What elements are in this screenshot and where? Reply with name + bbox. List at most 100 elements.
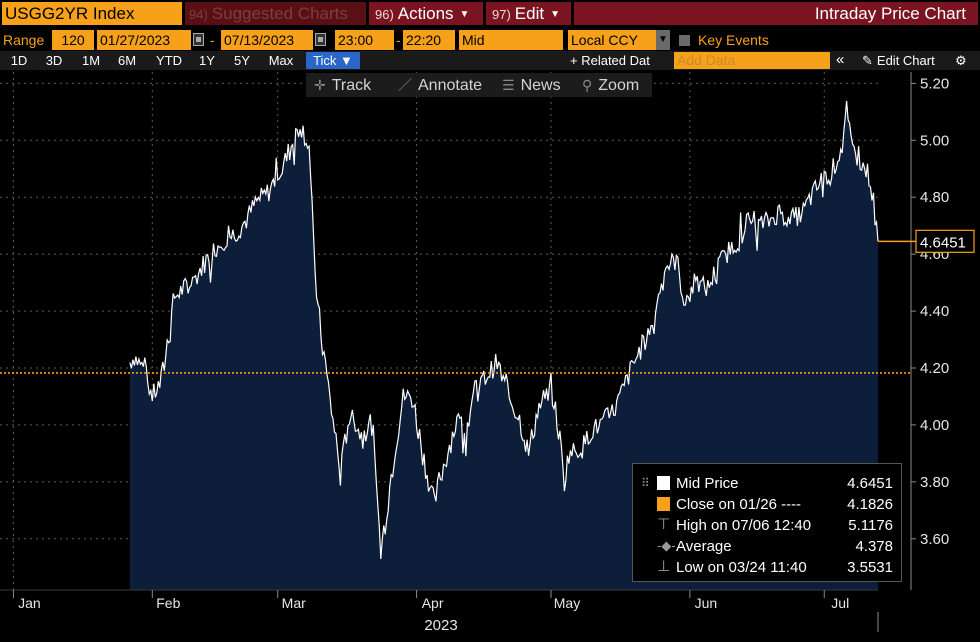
top-menu-bar: USGG2YR Index 94) Suggested Charts 96) Act… [0, 0, 980, 27]
news-list-icon: ☰ [502, 77, 515, 93]
legend-row-close[interactable]: Close on 01/26 ---- 4.1826 [633, 494, 901, 515]
timeframe-tick[interactable]: Tick ▼ [306, 52, 360, 69]
x-tick-label: Feb [156, 595, 180, 611]
edit-number: 97) [492, 7, 511, 22]
y-tick-label: 3.60 [920, 531, 949, 548]
zoom-tool[interactable]: ⚲ Zoom [582, 75, 639, 95]
suggested-charts-number: 94) [189, 7, 208, 22]
timeframe-5y[interactable]: 5Y [234, 53, 250, 68]
y-tick-label: 5.00 [920, 132, 949, 149]
suggested-charts-button[interactable]: 94) Suggested Charts [185, 2, 366, 25]
chart-legend[interactable]: ⠿ Mid Price 4.6451 Close on 01/26 ---- 4… [632, 463, 902, 582]
x-tick-label: Jun [695, 595, 718, 611]
ticker-field[interactable]: USGG2YR Index [2, 2, 182, 25]
start-calendar-icon[interactable] [193, 33, 204, 46]
timeframe-1y[interactable]: 1Y [199, 53, 215, 68]
legend-row-average[interactable]: -◆- Average 4.378 [633, 536, 901, 557]
legend-value: 3.5531 [847, 559, 893, 576]
timeframe-3d[interactable]: 3D [45, 53, 63, 68]
y-tick-label: 4.40 [920, 303, 949, 320]
y-tick-label: 3.80 [920, 474, 949, 491]
timeframe-1m[interactable]: 1M [81, 53, 101, 68]
low-marker-icon: ⊥ [657, 558, 671, 575]
currency-select[interactable]: Local CCY [568, 30, 656, 50]
legend-value: 4.1826 [847, 496, 893, 513]
annotate-label: Annotate [418, 77, 483, 94]
legend-value: 4.378 [855, 538, 893, 555]
related-data-button[interactable]: + Related Dat [570, 53, 650, 68]
actions-label: Actions [397, 4, 454, 23]
y-axis-ticks: 3.603.804.004.204.404.604.805.005.20 [911, 75, 949, 548]
edit-chart-button[interactable]: ✎ Edit Chart [862, 52, 935, 69]
news-tool[interactable]: ☰ News [502, 75, 561, 95]
last-price-box [915, 229, 975, 253]
timeframe-ytd[interactable]: YTD [156, 53, 182, 68]
range-field[interactable]: 120 [52, 30, 94, 50]
key-events-checkbox[interactable] [679, 35, 690, 46]
track-label: Track [331, 77, 372, 94]
start-date-field[interactable]: 01/27/2023 [97, 30, 191, 50]
last-price-label: 4.6451 [920, 234, 966, 251]
pencil-icon: ✎ [862, 53, 873, 68]
add-data-input[interactable]: Add Data [674, 52, 830, 69]
start-time-field[interactable]: 23:00 [335, 30, 394, 50]
average-marker-icon: -◆- [657, 538, 676, 553]
range-label: Range [3, 32, 45, 48]
y-tick-label: 4.20 [920, 360, 949, 377]
edit-chart-label: Edit Chart [876, 53, 935, 68]
annotate-tool[interactable]: ／ Annotate [398, 75, 482, 95]
x-tick-label: Jul [831, 595, 849, 611]
timeframe-6m[interactable]: 6M [117, 53, 137, 68]
actions-caret-icon: ▼ [459, 9, 470, 20]
annotate-pen-icon: ／ [398, 77, 412, 93]
edit-menu-button[interactable]: 97) Edit ▼ [486, 2, 571, 25]
zoom-label: Zoom [598, 77, 640, 94]
white-square-icon [657, 476, 670, 490]
collapse-icon[interactable]: « [836, 51, 845, 68]
timeframe-bar: 1D 3D 1M 6M YTD 1Y 5Y Max Tick ▼ + Relat… [0, 51, 980, 70]
price-line [129, 100, 879, 560]
x-tick-label: Jan [18, 595, 41, 611]
y-tick-label: 5.20 [920, 75, 949, 92]
legend-label: Average [676, 538, 732, 555]
x-axis-year-label: 2023 [424, 617, 457, 634]
end-calendar-icon[interactable] [315, 33, 326, 46]
legend-row-low[interactable]: ⊥ Low on 03/24 11:40 3.5531 [633, 557, 901, 578]
crosshair-icon: ✛ [314, 77, 326, 93]
orange-square-icon [657, 497, 670, 511]
timeframe-1d[interactable]: 1D [10, 53, 28, 68]
page-title: Intraday Price Chart [574, 2, 978, 25]
drag-handle-icon[interactable]: ⠿ [641, 476, 650, 490]
timeframe-max[interactable]: Max [268, 53, 294, 68]
legend-label: Low on 03/24 11:40 [676, 559, 807, 576]
x-tick-label: May [554, 595, 580, 611]
currency-dropdown-icon[interactable]: ▼ [656, 30, 670, 50]
legend-value: 4.6451 [847, 475, 893, 492]
legend-label: Close on 01/26 ---- [676, 496, 802, 513]
range-controls: Range 120 01/27/2023 - 07/13/2023 23:00 … [0, 30, 980, 50]
legend-label: Mid Price [676, 475, 739, 492]
end-date-field[interactable]: 07/13/2023 [221, 30, 313, 50]
legend-row-mid-price[interactable]: ⠿ Mid Price 4.6451 [633, 473, 901, 494]
price-type-field[interactable]: Mid [459, 30, 563, 50]
suggested-charts-label: Suggested Charts [211, 4, 348, 23]
track-tool[interactable]: ✛ Track [314, 75, 371, 95]
edit-caret-icon: ▼ [550, 9, 560, 20]
legend-value: 5.1176 [848, 517, 893, 534]
end-time-field[interactable]: 22:20 [403, 30, 455, 50]
actions-number: 96) [375, 7, 394, 22]
x-tick-label: Apr [422, 595, 444, 611]
key-events-label: Key Events [698, 32, 769, 48]
gear-icon[interactable]: ⚙ [955, 53, 967, 68]
chart-tools-bar: ✛ Track ／ Annotate ☰ News ⚲ Zoom [306, 73, 652, 97]
time-separator: - [396, 32, 401, 48]
legend-row-high[interactable]: ⊤ High on 07/06 12:40 5.1176 [633, 515, 901, 536]
x-axis-ticks: Jan Feb Mar Apr May Jun Jul [0, 589, 879, 632]
date-separator: - [210, 32, 215, 48]
actions-menu-button[interactable]: 96) Actions ▼ [369, 2, 483, 25]
y-tick-label: 4.00 [920, 417, 949, 434]
legend-label: High on 07/06 12:40 [676, 517, 812, 534]
edit-label: Edit [514, 4, 545, 23]
x-tick-label: Mar [282, 595, 306, 611]
